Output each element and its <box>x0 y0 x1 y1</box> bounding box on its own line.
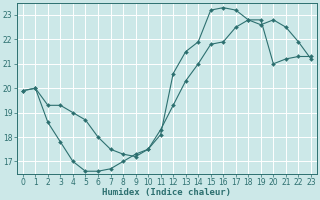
X-axis label: Humidex (Indice chaleur): Humidex (Indice chaleur) <box>102 188 231 197</box>
